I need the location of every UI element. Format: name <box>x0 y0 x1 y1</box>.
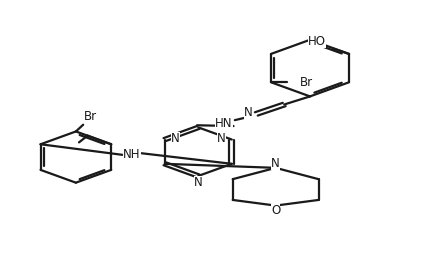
Text: HN: HN <box>215 117 232 130</box>
Text: Br: Br <box>84 110 97 123</box>
Text: HO: HO <box>307 35 325 48</box>
Text: Br: Br <box>299 76 313 89</box>
Text: N: N <box>270 156 280 169</box>
Text: N: N <box>244 106 252 119</box>
Text: N: N <box>194 176 203 189</box>
Text: NH: NH <box>123 147 140 160</box>
Text: N: N <box>217 132 225 145</box>
Text: O: O <box>270 204 280 217</box>
Text: N: N <box>170 132 179 145</box>
